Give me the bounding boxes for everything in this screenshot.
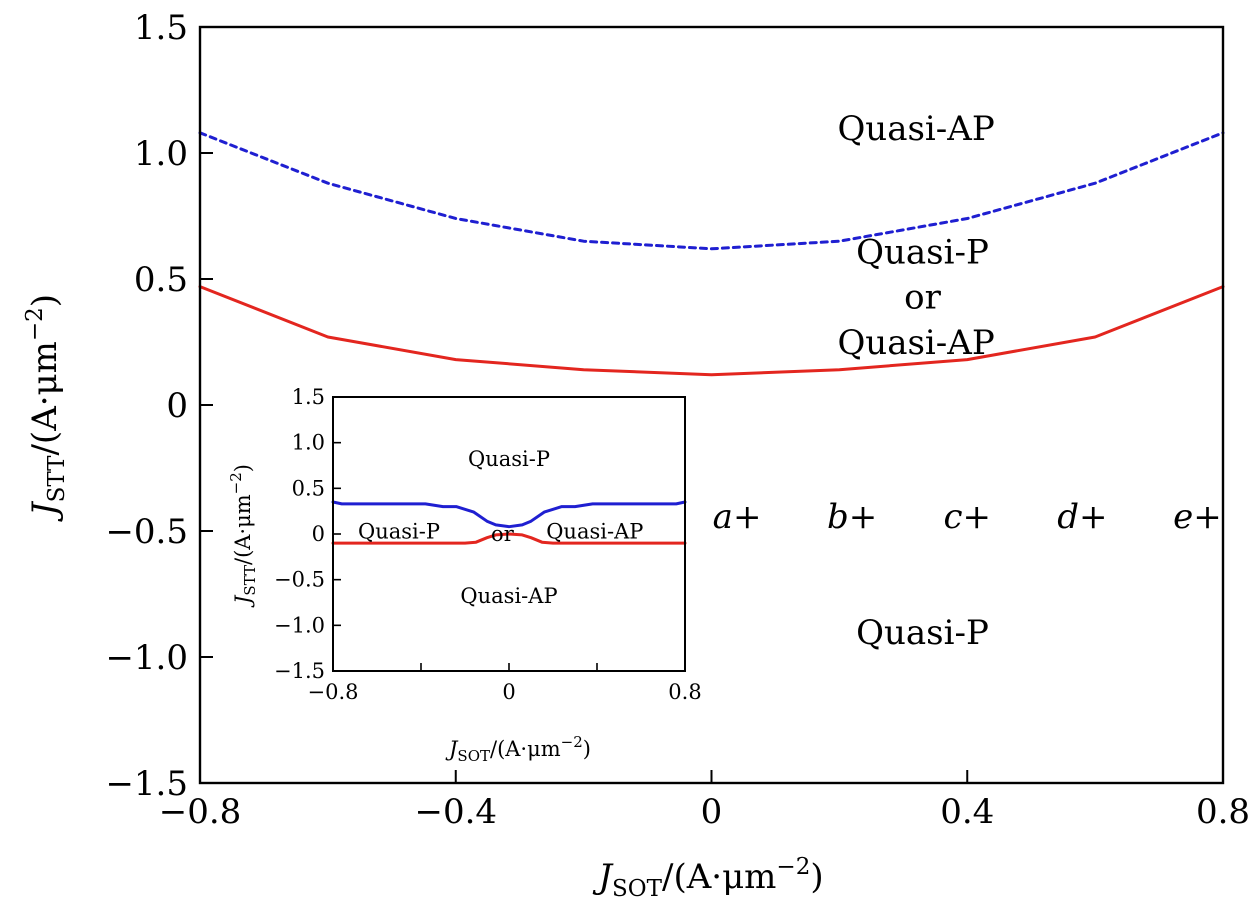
inset-y-tick-label: 1.0 [292, 431, 325, 455]
main-marker-label: b+ [827, 497, 877, 537]
inset-region-label: Quasi-AP [546, 519, 643, 543]
inset-region-label: Quasi-P [358, 519, 440, 543]
main-x-tick-label: 0.8 [1196, 792, 1250, 832]
main-region-label: Quasi-P [856, 232, 989, 272]
main-marker-letter: d [1057, 497, 1079, 537]
inset-x-axis-symbol: J [445, 737, 459, 761]
main-y-axis-label: JSTT/(A·μm−2) [22, 294, 70, 522]
main-region-label: Quasi-AP [837, 109, 994, 149]
main-marker-letter: b [827, 497, 849, 537]
main-region-label: Quasi-AP [837, 323, 994, 363]
inset-x-axis-unit: /(A·μm [490, 737, 561, 761]
inset-x-axis-exponent: −2 [561, 733, 583, 751]
main-marker-label: e+ [1173, 497, 1222, 537]
inset-plot-area: Quasi-P Quasi-P or Quasi-AP Quasi-AP [331, 447, 687, 608]
main-region-label: Quasi-P [856, 613, 989, 653]
main-x-tick-label: −0.8 [159, 792, 242, 832]
main-y-axis-unit: /(A·μm [25, 341, 65, 455]
inset-y-tick-label: 1.5 [292, 385, 325, 409]
inset-y-axis-symbol: J [231, 594, 255, 608]
main-x-axis-close: ) [810, 857, 823, 897]
inset-y-axis-exponent: −2 [227, 472, 245, 494]
main-y-axis-subscript: STT [44, 455, 70, 503]
main-y-axis-exponent: −2 [22, 307, 48, 341]
inset-region-label: or [491, 522, 515, 546]
inset-chart: Quasi-P Quasi-P or Quasi-AP Quasi-AP −0.8 0 0.… [227, 385, 702, 765]
inset-y-tick-label: −1.5 [274, 659, 325, 683]
inset-x-tick-label: 0 [502, 680, 515, 704]
main-y-axis-close: ) [25, 294, 65, 307]
inset-x-tick-label: 0.8 [668, 680, 701, 704]
main-x-axis-symbol: J [592, 857, 614, 897]
main-x-tick-label: 0.4 [940, 792, 994, 832]
inset-series-2-line [331, 532, 687, 545]
inset-y-tick-label: 0.5 [292, 476, 325, 500]
inset-region-label: Quasi-AP [460, 584, 557, 608]
main-y-tick-label: 1.0 [134, 134, 188, 174]
main-marker-label: c+ [943, 497, 991, 537]
inset-y-axis-subscript: STT [241, 565, 259, 596]
main-y-tick-label: 0 [166, 386, 188, 426]
main-region-label: or [904, 278, 941, 318]
main-marker-letter: a [713, 497, 733, 537]
inset-x-axis-subscript: SOT [457, 747, 490, 765]
main-y-tick-label: −1.0 [105, 638, 188, 678]
inset-y-axis-label: JSTT/(A·μm−2) [227, 464, 259, 608]
main-marker-plus: + [1079, 497, 1108, 537]
main-marker-label: d+ [1057, 497, 1107, 537]
main-x-axis-subscript: SOT [612, 876, 663, 902]
main-series-1-line [198, 131, 1225, 251]
main-x-axis-unit: /(A·μm [662, 857, 776, 897]
inset-y-tick-label: 0 [312, 522, 325, 546]
main-marker-letter: e [1173, 497, 1193, 537]
main-x-axis-exponent: −2 [776, 854, 810, 880]
inset-y-tick-label: −0.5 [274, 568, 325, 592]
main-axis-ticks: −0.8 −0.4 0 0.4 0.8 −1.5 −1.0 −0.5 0 0.5 1.0 1.5 [105, 8, 1250, 832]
inset-axis-ticks: −0.8 0 0.8 −1.5 −1.0 −0.5 0 0.5 1.0 1.5 [274, 385, 702, 704]
inset-x-axis-label: JSOT/(A·μm−2) [445, 733, 591, 765]
main-marker-plus: + [963, 497, 992, 537]
main-y-axis-symbol: J [25, 500, 65, 522]
main-x-tick-label: 0 [701, 792, 723, 832]
inset-y-axis-unit: /(A·μm [231, 494, 255, 565]
main-marker-letter: c [943, 497, 962, 537]
main-series-2-line [198, 285, 1225, 377]
main-y-tick-label: 1.5 [134, 8, 188, 48]
inset-y-tick-label: −1.0 [274, 613, 325, 637]
main-marker-plus: + [849, 497, 878, 537]
main-marker-plus: + [733, 497, 762, 537]
main-y-tick-label: 0.5 [134, 260, 188, 300]
main-y-tick-label: −0.5 [105, 512, 188, 552]
main-y-tick-label: −1.5 [105, 764, 188, 804]
inset-x-axis-close: ) [583, 737, 591, 761]
main-x-axis-label: JSOT/(A·μm−2) [592, 854, 823, 902]
main-marker-plus: + [1193, 497, 1222, 537]
main-x-tick-label: −0.4 [414, 792, 497, 832]
inset-series-1-line [331, 500, 687, 529]
inset-x-tick-label: −0.8 [308, 680, 359, 704]
main-marker-label: a+ [713, 497, 762, 537]
inset-region-label: Quasi-P [468, 447, 550, 471]
inset-y-axis-close: ) [231, 464, 255, 472]
